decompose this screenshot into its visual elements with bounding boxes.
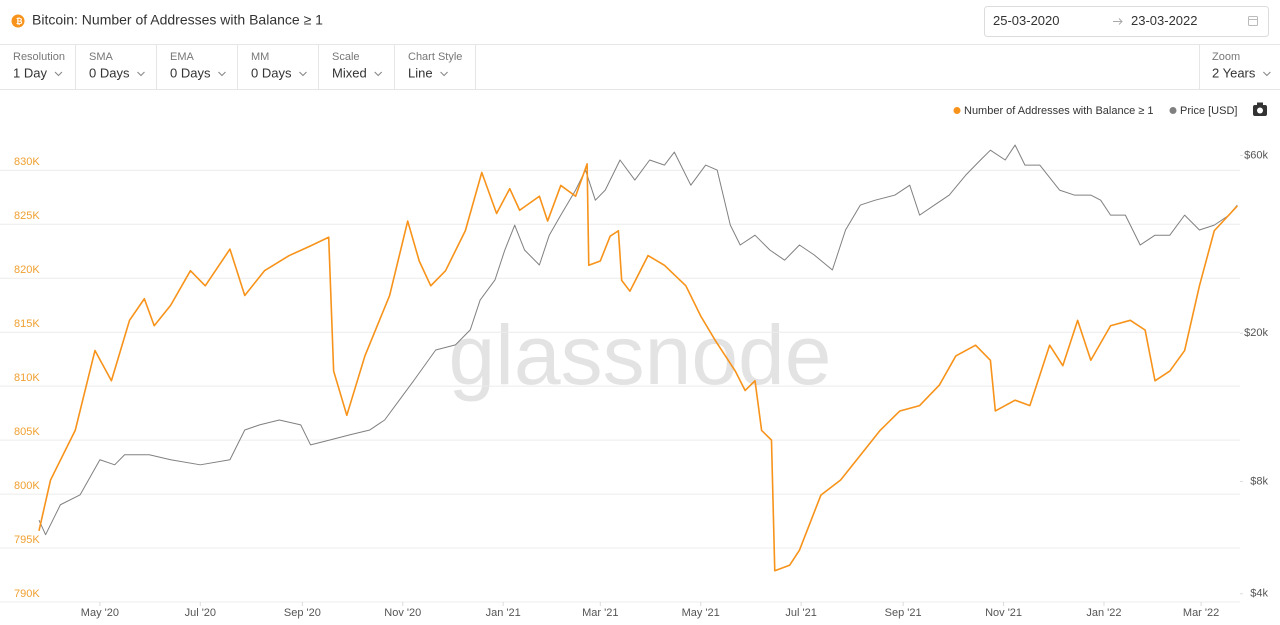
x-tick-label: May '21: [682, 607, 720, 619]
chevron: [299, 71, 307, 77]
control-label: Zoom: [1212, 51, 1240, 63]
x-tick-label: Jan '21: [486, 607, 521, 619]
chevron: [374, 71, 383, 77]
control-value[interactable]: Line: [408, 65, 433, 80]
date-range[interactable]: [984, 6, 1269, 37]
x-tick-label: Jul '21: [785, 607, 816, 619]
y-tick-label: 795K: [14, 534, 40, 546]
date-to[interactable]: 23-03-2022: [1131, 13, 1198, 28]
y-tick-label: 820K: [14, 264, 40, 276]
legend-label[interactable]: Number of Addresses with Balance ≥ 1: [964, 105, 1153, 117]
y-tick-label: 825K: [14, 210, 40, 222]
control-label: Scale: [332, 51, 360, 63]
y2-tick-label: $20k: [1244, 327, 1268, 339]
x-tick-label: Mar '21: [582, 607, 618, 619]
watermark: glassnode: [449, 308, 832, 402]
chevron: [54, 71, 63, 77]
control-label: EMA: [170, 51, 195, 63]
chart: glassnode 790K 795K 800K 805K 810K 815K 820K 82…: [0, 105, 1268, 619]
x-tick-label: Jan '22: [1086, 607, 1121, 619]
chevron: [1262, 71, 1271, 77]
control-label: SMA: [89, 51, 114, 63]
y2-tick-label: $4k: [1250, 588, 1268, 600]
control-label: Chart Style: [408, 51, 462, 63]
x-tick-label: Nov '21: [985, 607, 1022, 619]
camera-icon-top: [1257, 102, 1263, 106]
legend-marker[interactable]: [1169, 107, 1177, 114]
chevron: [440, 71, 448, 77]
x-tick-label: Sep '20: [284, 607, 321, 619]
control-value[interactable]: 2 Years: [1212, 65, 1256, 80]
control-value[interactable]: 0 Days: [89, 65, 130, 80]
y-tick-label: 830K: [14, 156, 40, 168]
series-line: [38, 163, 1238, 572]
x-tick-label: May '20: [81, 607, 119, 619]
y2-tick-label: $60k: [1244, 149, 1268, 161]
series-line: [38, 144, 1238, 536]
legend-label[interactable]: Price [USD]: [1180, 105, 1237, 117]
y-tick-label: 805K: [14, 426, 40, 438]
x-tick-label: Mar '22: [1183, 607, 1219, 619]
bitcoin-icon-glyph: ₿: [16, 17, 23, 26]
chevron: [218, 71, 226, 77]
x-tick-label: Nov '20: [384, 607, 421, 619]
x-tick-label: Jul '20: [185, 607, 216, 619]
camera-icon-lens: [1257, 107, 1263, 114]
y-tick-label: 815K: [14, 318, 40, 330]
control-label: Resolution: [13, 51, 65, 63]
y-tick-label: 810K: [14, 372, 40, 384]
control-value[interactable]: 0 Days: [170, 65, 211, 80]
calendar-icon[interactable]: [1248, 16, 1258, 26]
chevron: [137, 71, 145, 77]
date-arrow-head: [1118, 18, 1123, 25]
control-label: MM: [251, 51, 269, 63]
y-tick-label: 800K: [14, 480, 40, 492]
toolbar: Resolution 1 Day SMA 0 Days EMA 0 Days MM 0 Day…: [13, 45, 1271, 89]
control-value[interactable]: 0 Days: [251, 65, 292, 80]
date-from[interactable]: 25-03-2020: [993, 13, 1060, 28]
legend-marker[interactable]: [953, 107, 961, 114]
y2-tick-label: $8k: [1250, 475, 1268, 487]
control-value[interactable]: Mixed: [332, 65, 367, 80]
page-title: Bitcoin: Number of Addresses with Balanc…: [32, 12, 323, 28]
control-value[interactable]: 1 Day: [13, 65, 47, 80]
y-tick-label: 790K: [14, 588, 40, 600]
bitcoin-icon: [11, 14, 25, 28]
x-tick-label: Sep '21: [885, 607, 922, 619]
